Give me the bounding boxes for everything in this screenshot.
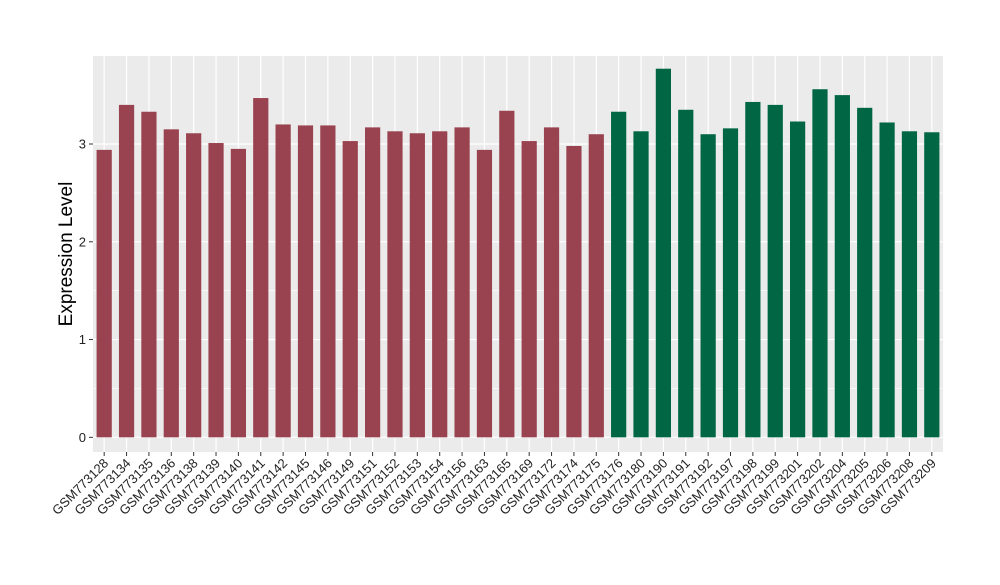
- y-tick-label: 1: [79, 332, 86, 347]
- bar-GSM773154: [432, 131, 448, 438]
- bar-GSM773198: [745, 101, 761, 438]
- bar-GSM773208: [901, 131, 918, 438]
- y-tick-label: 3: [79, 137, 86, 152]
- y-axis: 0 1 2 3: [79, 137, 93, 445]
- y-axis-title: Expression Level: [56, 182, 77, 327]
- bar-GSM773149: [342, 141, 358, 438]
- bar-GSM773197: [722, 128, 739, 438]
- bar-GSM773145: [297, 125, 314, 438]
- bar-GSM773135: [141, 111, 157, 438]
- bar-GSM773176: [611, 111, 627, 438]
- bar-layer: [96, 68, 940, 438]
- bar-GSM773139: [208, 143, 224, 438]
- bar-GSM773146: [320, 125, 336, 438]
- bar-GSM773163: [476, 149, 493, 438]
- bar-GSM773151: [365, 127, 381, 438]
- bar-GSM773169: [521, 141, 537, 438]
- y-tick-label: 0: [79, 430, 86, 445]
- y-tick-label: 2: [79, 234, 86, 249]
- bar-GSM773174: [566, 145, 582, 438]
- bar-GSM773153: [409, 133, 425, 438]
- bar-GSM773175: [588, 134, 604, 438]
- bar-GSM773191: [678, 109, 694, 438]
- bar-GSM773202: [812, 89, 828, 438]
- bar-GSM773138: [186, 133, 202, 438]
- bar-GSM773204: [834, 95, 850, 438]
- bar-GSM773201: [790, 121, 806, 438]
- bar-GSM773142: [275, 124, 291, 438]
- bar-GSM773190: [655, 68, 671, 438]
- bar-GSM773192: [700, 134, 716, 438]
- bar-GSM773199: [767, 104, 783, 438]
- bar-GSM773128: [96, 149, 112, 438]
- bar-GSM773140: [230, 148, 246, 438]
- bar-GSM773172: [543, 127, 560, 438]
- bar-GSM773209: [924, 132, 940, 438]
- x-axis: GSM773128GSM773134GSM773135GSM773136GSM7…: [49, 452, 939, 518]
- bar-GSM773134: [118, 104, 135, 438]
- bar-GSM773206: [879, 122, 895, 438]
- bar-GSM773180: [633, 131, 649, 438]
- bar-GSM773136: [163, 129, 179, 438]
- bar-GSM773141: [253, 98, 269, 438]
- bar-GSM773152: [387, 131, 403, 438]
- bar-GSM773205: [857, 107, 873, 438]
- bar-GSM773165: [499, 110, 515, 438]
- bar-GSM773156: [454, 127, 470, 438]
